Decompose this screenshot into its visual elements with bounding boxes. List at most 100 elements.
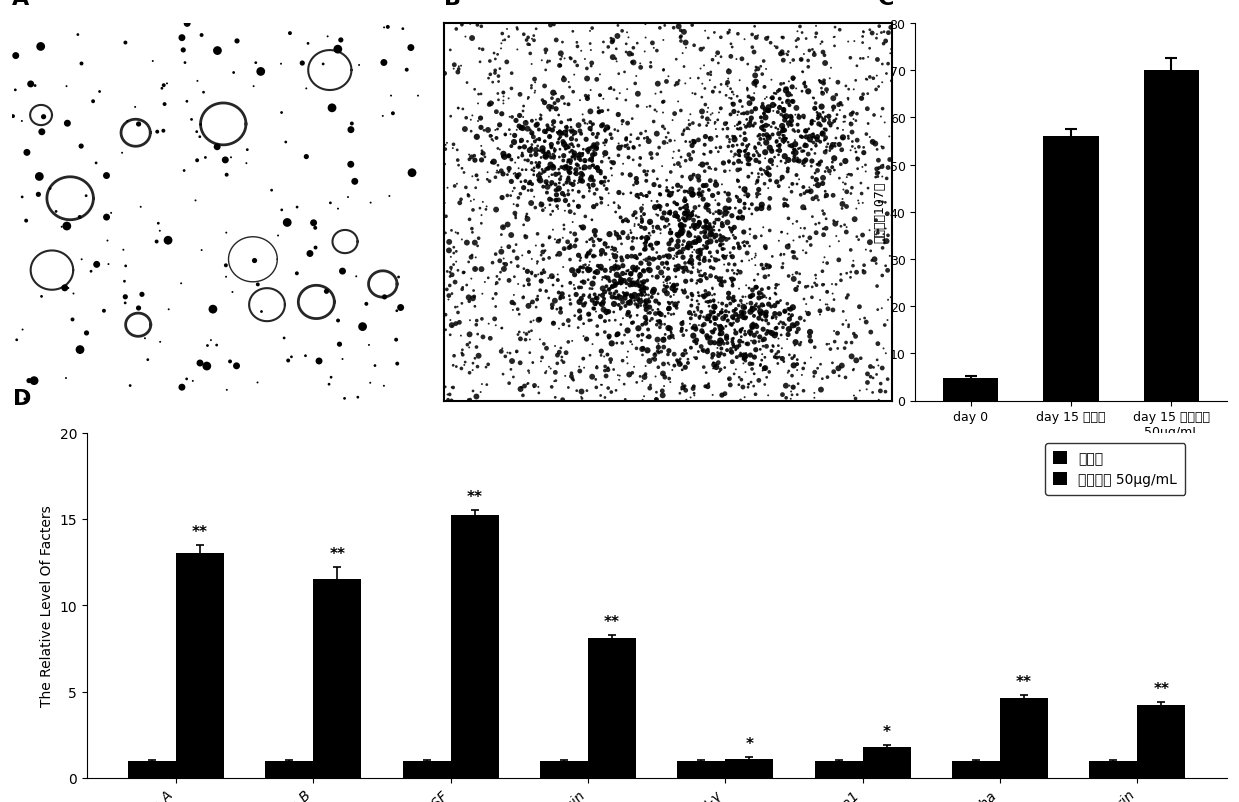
Point bbox=[667, 354, 686, 367]
Point bbox=[633, 190, 653, 203]
Point bbox=[622, 242, 642, 255]
Point bbox=[786, 321, 805, 334]
Point bbox=[720, 134, 740, 147]
Point bbox=[847, 152, 867, 165]
Point bbox=[643, 353, 663, 366]
Point bbox=[740, 224, 760, 237]
Point bbox=[629, 249, 649, 261]
Point bbox=[724, 313, 743, 326]
Point bbox=[556, 177, 576, 190]
Point bbox=[669, 230, 689, 243]
Point bbox=[607, 261, 627, 274]
Point bbox=[746, 70, 766, 83]
Point bbox=[610, 87, 629, 100]
Point bbox=[703, 229, 722, 241]
Point bbox=[817, 213, 836, 226]
Point bbox=[551, 303, 571, 316]
Point bbox=[814, 50, 834, 63]
Bar bbox=[725, 759, 773, 778]
Point bbox=[701, 225, 721, 238]
Point bbox=[810, 136, 830, 149]
Point bbox=[736, 354, 756, 367]
Point bbox=[631, 257, 650, 270]
Point bbox=[616, 134, 636, 147]
Point bbox=[574, 330, 593, 343]
Point bbox=[676, 207, 696, 220]
Point bbox=[546, 375, 566, 387]
Point bbox=[787, 253, 807, 266]
Point bbox=[569, 361, 589, 374]
Point bbox=[792, 27, 812, 40]
Point bbox=[626, 293, 646, 306]
Point bbox=[624, 361, 644, 374]
Point bbox=[729, 283, 748, 296]
Point bbox=[773, 103, 793, 115]
Point bbox=[662, 226, 681, 239]
Point bbox=[87, 157, 107, 170]
Point bbox=[719, 306, 738, 319]
Point bbox=[707, 114, 727, 127]
Point bbox=[643, 221, 663, 233]
Point bbox=[607, 246, 627, 259]
Point bbox=[762, 75, 782, 87]
Point bbox=[654, 64, 674, 77]
Point bbox=[510, 124, 530, 136]
Point bbox=[787, 267, 807, 280]
Point bbox=[824, 93, 844, 106]
Point bbox=[600, 287, 620, 300]
Point bbox=[798, 86, 818, 99]
Point bbox=[756, 309, 776, 322]
Point bbox=[550, 132, 570, 145]
Point bbox=[590, 69, 610, 82]
Point bbox=[550, 293, 570, 306]
Point bbox=[520, 346, 540, 359]
Point bbox=[612, 277, 632, 290]
Point bbox=[591, 90, 611, 103]
Point bbox=[643, 304, 663, 317]
Point bbox=[610, 232, 629, 245]
Point bbox=[660, 205, 680, 218]
Point bbox=[733, 291, 753, 304]
Point bbox=[756, 242, 776, 255]
Point bbox=[639, 355, 659, 368]
Point bbox=[618, 216, 638, 229]
Point bbox=[646, 295, 665, 308]
Point bbox=[631, 152, 650, 165]
Point bbox=[731, 326, 751, 339]
Point bbox=[613, 215, 633, 228]
Point bbox=[680, 73, 700, 86]
Point bbox=[684, 136, 704, 149]
Point bbox=[782, 352, 802, 365]
Point bbox=[865, 138, 885, 151]
Point bbox=[559, 314, 579, 327]
Point bbox=[510, 188, 530, 201]
Point bbox=[820, 343, 840, 356]
Point bbox=[665, 300, 685, 313]
Point bbox=[823, 357, 843, 370]
Point bbox=[846, 75, 866, 87]
Point bbox=[650, 87, 670, 99]
Point bbox=[704, 225, 724, 237]
Point bbox=[650, 224, 670, 237]
Point bbox=[762, 146, 782, 159]
Point bbox=[667, 283, 686, 296]
Point bbox=[698, 222, 717, 235]
Point bbox=[668, 261, 688, 273]
Point bbox=[441, 225, 461, 237]
Point bbox=[751, 164, 771, 176]
Point bbox=[678, 357, 698, 370]
Point bbox=[673, 223, 693, 236]
Point bbox=[631, 269, 650, 282]
Point bbox=[824, 366, 844, 379]
Point bbox=[569, 186, 589, 199]
Point bbox=[719, 258, 738, 271]
Point bbox=[824, 215, 844, 228]
Point bbox=[563, 125, 582, 138]
Point bbox=[773, 322, 793, 334]
Point bbox=[751, 358, 771, 371]
Point bbox=[781, 303, 800, 316]
Point bbox=[689, 233, 709, 245]
Point bbox=[711, 234, 731, 247]
Point bbox=[564, 69, 584, 82]
Point bbox=[707, 245, 727, 258]
